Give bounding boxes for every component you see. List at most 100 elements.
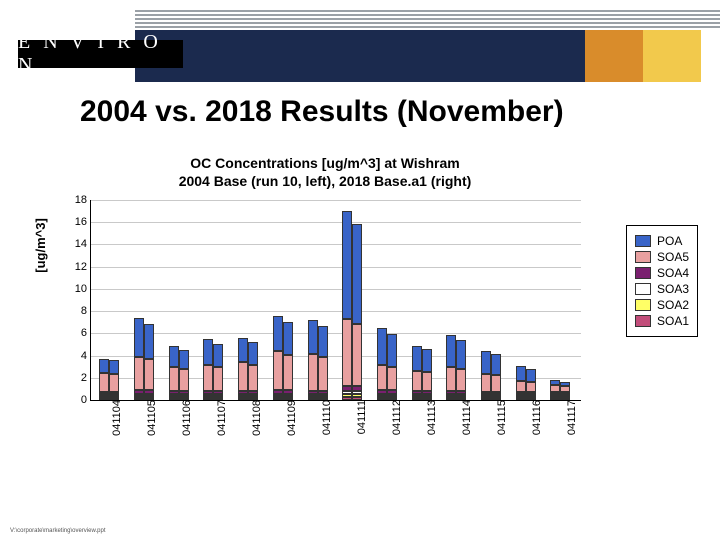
bar-segment-soa1	[456, 398, 466, 400]
y-tick: 6	[81, 327, 87, 339]
chart-title-line1: OC Concentrations [ug/m^3] at Wishram	[0, 155, 650, 173]
y-tick: 10	[75, 283, 87, 295]
bar-segment-soa1	[560, 398, 570, 400]
bar-segment-soa5	[352, 324, 362, 385]
chart-title: OC Concentrations [ug/m^3] at Wishram 20…	[0, 155, 650, 190]
footer-path: V:\corporate\marketing\overview.ppt	[10, 528, 106, 534]
chart-title-line2: 2004 Base (run 10, left), 2018 Base.a1 (…	[0, 173, 650, 191]
x-tick: 041115	[496, 400, 508, 435]
bar-pair	[516, 366, 536, 400]
bar-segment-soa5	[422, 372, 432, 391]
bar-segment-soa5	[377, 365, 387, 391]
bar-segment-poa	[526, 369, 536, 382]
bar	[134, 318, 144, 400]
bar-segment-soa5	[134, 357, 144, 390]
bar-segment-soa1	[99, 398, 109, 400]
bar-segment-soa5	[273, 351, 283, 390]
legend-label: SOA5	[657, 250, 689, 264]
legend-row: POA	[635, 234, 689, 248]
bar-segment-soa1	[179, 398, 189, 400]
bar-segment-poa	[179, 350, 189, 369]
bar-pair	[412, 346, 432, 400]
bar	[550, 380, 560, 400]
bar-pair	[446, 335, 466, 400]
bar-segment-soa1	[491, 398, 501, 400]
bar-segment-soa5	[456, 369, 466, 391]
bar	[248, 342, 258, 400]
bar-segment-soa5	[526, 382, 536, 392]
bar-segment-poa	[481, 351, 491, 374]
bar-segment-soa5	[412, 371, 422, 391]
bar-segment-poa	[456, 340, 466, 369]
bar	[342, 211, 352, 400]
legend-label: SOA2	[657, 298, 689, 312]
bar-segment-soa5	[342, 319, 352, 386]
x-tick: 041105	[146, 400, 158, 436]
bar-segment-soa1	[446, 398, 456, 400]
bar	[283, 322, 293, 400]
slide-title: 2004 vs. 2018 Results (November)	[80, 95, 564, 129]
bar	[109, 360, 119, 400]
bar	[446, 335, 456, 400]
bar-segment-poa	[516, 366, 526, 380]
x-tick: 041111	[356, 400, 368, 434]
legend-swatch	[635, 251, 651, 263]
bar-segment-poa	[109, 360, 119, 373]
bar-segment-poa	[203, 339, 213, 365]
bar	[99, 359, 109, 400]
bar-segment-poa	[248, 342, 258, 364]
y-tick: 16	[75, 216, 87, 228]
bar-pair	[308, 320, 328, 400]
bar-segment-soa1	[387, 398, 397, 400]
bar-segment-soa5	[169, 367, 179, 391]
y-tick: 12	[75, 261, 87, 273]
bar	[179, 350, 189, 400]
bar-segment-soa5	[283, 355, 293, 391]
bar-segment-soa1	[283, 398, 293, 400]
bar-pair	[550, 380, 570, 400]
bar-segment-poa	[99, 359, 109, 372]
bar	[491, 354, 501, 400]
bar-segment-poa	[273, 316, 283, 352]
bar	[387, 334, 397, 400]
bar	[144, 324, 154, 400]
bar-segment-soa5	[238, 362, 248, 391]
legend-swatch	[635, 315, 651, 327]
header-navy-block	[135, 30, 585, 82]
bar-segment-poa	[238, 338, 248, 362]
bar	[169, 346, 179, 400]
bar	[516, 366, 526, 400]
bar-segment-soa5	[248, 365, 258, 392]
bar-segment-poa	[422, 349, 432, 372]
bar-segment-soa1	[273, 398, 283, 400]
bar-segment-soa1	[342, 397, 352, 400]
bar-segment-soa5	[481, 374, 491, 392]
bar-segment-poa	[169, 346, 179, 367]
bar-segment-soa5	[213, 367, 223, 391]
bar-pair	[273, 316, 293, 400]
bar-pair	[481, 351, 501, 400]
bar-segment-poa	[387, 334, 397, 367]
y-axis-label: [ug/m^3]	[33, 218, 48, 273]
bar-pair	[342, 211, 362, 400]
header-stripes	[135, 10, 720, 28]
bar-segment-soa1	[213, 398, 223, 400]
bar-segment-poa	[446, 335, 456, 367]
bar	[377, 328, 387, 400]
x-tick: 041117	[566, 400, 578, 435]
bar-segment-poa	[144, 324, 154, 360]
bar-segment-poa	[308, 320, 318, 353]
bar-segment-soa5	[516, 381, 526, 392]
bar-segment-soa5	[491, 375, 501, 392]
bar-pair	[169, 346, 189, 400]
bar-segment-soa5	[387, 367, 397, 390]
bar-segment-poa	[213, 344, 223, 367]
bar-segment-soa1	[318, 398, 328, 400]
bar	[422, 349, 432, 400]
x-tick: 041108	[251, 400, 263, 436]
bar-segment-soa5	[318, 357, 328, 391]
bar	[213, 344, 223, 400]
x-tick: 041110	[321, 400, 333, 435]
y-tick: 18	[75, 194, 87, 206]
bar-segment-soa1	[134, 398, 144, 400]
